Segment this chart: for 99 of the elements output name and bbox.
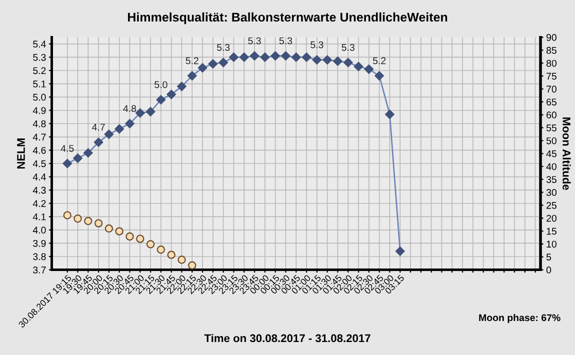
point [126,232,134,241]
y2-tick-label: 50 [546,137,556,144]
point [188,71,197,80]
point [208,59,218,68]
y2-axis-title: Moon Altitude [562,117,571,190]
y-tick-label: 3.7 [33,266,46,274]
y-tick-label: 4.9 [32,107,46,114]
y-tick-label: 4.2 [32,200,46,207]
point [218,58,228,68]
point [104,130,114,139]
y2-tick-label: 80 [546,60,556,67]
y2-tick-label: 20 [546,214,556,222]
point [229,52,238,62]
text: Moon phase: 67% [479,314,560,324]
y-tick-label: 4.7 [32,134,46,140]
point [104,224,114,233]
y2-tick-label: 5 [546,254,552,260]
point [177,82,186,92]
point [188,261,196,270]
point [270,51,280,60]
y-axis-title: NELM [17,138,25,169]
x-axis-title: Time on 30.08.2017 - 31.08.2017 [204,334,370,342]
point [63,211,72,220]
point [395,246,405,256]
point [343,58,353,68]
y-tick-label: 4.8 [32,120,46,128]
y2-tick-label: 0 [546,266,552,274]
y-tick-label: 4.0 [32,226,46,234]
point [156,246,166,254]
point [354,62,364,72]
y-tick-label: 4.6 [32,146,46,154]
point [333,56,342,66]
point [94,219,103,228]
data-label: 5.3 [279,37,292,44]
y-tick-label: 5.4 [33,40,46,48]
point [156,95,166,104]
point [136,108,145,118]
point [281,51,290,60]
point [322,55,332,64]
y2-tick-label: 30 [546,189,556,196]
y-tick-label: 3.8 [33,253,46,260]
data-label: 5.2 [372,57,386,64]
point [84,148,93,158]
y-tick-label: 4.5 [32,160,46,168]
point [302,52,312,62]
data-label: 4.8 [123,105,136,112]
point [136,234,144,243]
point [292,52,301,62]
y2-tick-label: 65 [546,98,556,106]
y-tick-label: 4.3 [32,186,46,194]
point [364,64,374,74]
point [114,124,124,134]
y2-tick-label: 85 [546,46,556,54]
data-label: 5.3 [216,44,230,51]
y-tick-label: 3.9 [33,240,46,247]
point [167,250,176,259]
point [74,214,82,223]
y-tick-label: 4.1 [32,213,46,220]
point [385,110,394,119]
y-tick-label: 4.4 [32,174,46,180]
point [166,90,176,100]
chart-title: Himmelsqualität: Balkonsternwarte UnendlicheWeiten [128,12,448,24]
y-tick-label: 5.1 [33,80,46,88]
data-label: 5.3 [248,37,261,44]
point [178,256,186,264]
point [62,158,72,168]
point [240,52,249,62]
point [115,227,124,236]
y2-tick-label: 15 [546,228,556,235]
y2-tick-label: 70 [546,86,556,93]
y2-tick-label: 10 [546,240,556,248]
point [146,240,155,248]
y2-tick-label: 60 [546,112,556,118]
data-label: 5.2 [186,57,198,64]
point [250,51,260,60]
y2-tick-label: 25 [546,202,556,209]
point [146,107,156,116]
point [260,52,270,62]
y2-tick-label: 90 [546,34,556,41]
y2-tick-label: 75 [546,72,556,80]
data-label: 4.5 [60,145,74,152]
y-tick-label: 5.0 [33,94,46,101]
data-label: 5.3 [342,44,354,51]
data-label: 5.0 [154,81,168,88]
point [84,216,92,226]
point [374,71,384,80]
point [94,138,104,147]
data-label: 4.7 [92,124,105,131]
y2-tick-label: 35 [546,176,556,183]
y2-tick-label: 40 [546,163,556,170]
y-tick-label: 5.3 [33,54,46,61]
y2-tick-label: 45 [546,150,556,158]
data-label: 5.3 [310,41,324,48]
point [125,119,134,128]
point [312,55,322,64]
y-tick-label: 5.2 [33,67,46,74]
point [73,154,82,163]
point [198,63,208,72]
y2-tick-label: 55 [546,124,556,132]
